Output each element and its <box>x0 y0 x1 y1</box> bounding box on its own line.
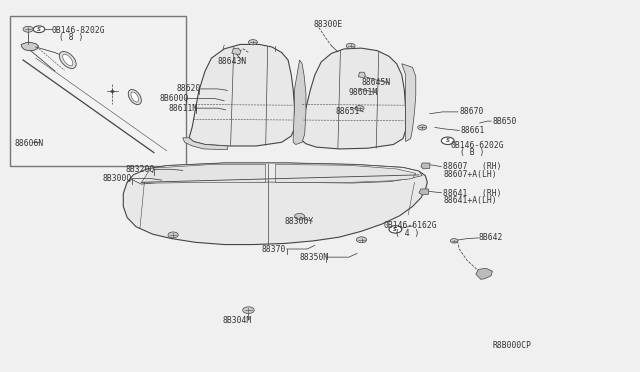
Circle shape <box>346 43 355 48</box>
Polygon shape <box>182 138 227 150</box>
Circle shape <box>355 106 364 111</box>
Text: 88641+A(LH): 88641+A(LH) <box>444 196 497 205</box>
Polygon shape <box>141 164 266 183</box>
Polygon shape <box>421 163 430 169</box>
Text: 88641   (RH): 88641 (RH) <box>444 189 502 198</box>
Text: S: S <box>394 227 397 232</box>
Text: 8B600Q: 8B600Q <box>159 94 188 103</box>
Ellipse shape <box>60 51 76 68</box>
Text: 0B146-6202G: 0B146-6202G <box>451 141 504 150</box>
Text: 8B300Q: 8B300Q <box>103 174 132 183</box>
Text: 8B304M: 8B304M <box>222 316 252 325</box>
Text: 98601M: 98601M <box>349 88 378 97</box>
Bar <box>10 16 186 166</box>
Text: 8B650: 8B650 <box>492 117 517 126</box>
Text: ( 4 ): ( 4 ) <box>395 228 419 238</box>
Text: 0B146-8202G: 0B146-8202G <box>52 26 106 35</box>
Ellipse shape <box>63 54 73 66</box>
Text: R8B000CP: R8B000CP <box>492 341 531 350</box>
Ellipse shape <box>128 90 141 105</box>
Text: 88670: 88670 <box>460 108 484 116</box>
Text: 88370: 88370 <box>261 244 285 253</box>
Polygon shape <box>124 163 428 244</box>
Circle shape <box>389 226 402 233</box>
Text: S: S <box>445 138 450 143</box>
Circle shape <box>23 26 33 32</box>
Polygon shape <box>419 189 429 195</box>
Text: 88611M: 88611M <box>169 104 198 113</box>
Text: 88607+A(LH): 88607+A(LH) <box>444 170 497 179</box>
Circle shape <box>418 125 427 130</box>
Polygon shape <box>293 60 306 144</box>
Polygon shape <box>476 268 492 279</box>
Polygon shape <box>275 164 416 182</box>
Circle shape <box>111 90 115 93</box>
Text: 88645N: 88645N <box>362 78 391 87</box>
Circle shape <box>356 237 367 243</box>
Polygon shape <box>301 48 406 149</box>
Text: 88661: 88661 <box>461 126 485 135</box>
Text: 8B320Q: 8B320Q <box>125 165 154 174</box>
Polygon shape <box>358 72 365 78</box>
Polygon shape <box>402 64 416 141</box>
Text: 88350M: 88350M <box>300 253 329 262</box>
Circle shape <box>168 232 178 238</box>
Text: 88620: 88620 <box>176 84 201 93</box>
Circle shape <box>248 39 257 45</box>
Text: 88300E: 88300E <box>314 20 343 29</box>
Circle shape <box>442 137 454 144</box>
Text: S: S <box>37 27 41 32</box>
Ellipse shape <box>131 92 139 102</box>
Text: 88651: 88651 <box>336 108 360 116</box>
Text: 88606N: 88606N <box>15 139 44 148</box>
Text: 0B146-6162G: 0B146-6162G <box>384 221 438 230</box>
Circle shape <box>243 307 254 314</box>
Circle shape <box>451 238 458 243</box>
Text: 8B642: 8B642 <box>478 233 503 243</box>
Text: 88607   (RH): 88607 (RH) <box>444 162 502 171</box>
Polygon shape <box>21 42 38 51</box>
Circle shape <box>294 214 305 219</box>
Polygon shape <box>189 44 294 146</box>
Circle shape <box>33 26 45 33</box>
Text: ( 8 ): ( 8 ) <box>60 33 84 42</box>
Polygon shape <box>232 48 241 55</box>
Text: 88300Y: 88300Y <box>285 217 314 226</box>
Polygon shape <box>127 163 422 184</box>
Text: 88643N: 88643N <box>218 57 247 66</box>
Text: ( B ): ( B ) <box>461 148 485 157</box>
